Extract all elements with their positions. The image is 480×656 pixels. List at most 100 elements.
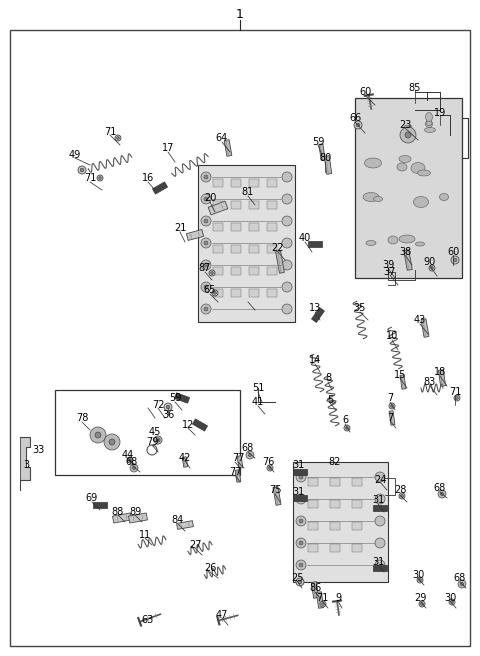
Ellipse shape bbox=[418, 170, 431, 176]
Circle shape bbox=[156, 438, 160, 442]
Circle shape bbox=[405, 132, 411, 138]
Circle shape bbox=[296, 578, 304, 586]
Polygon shape bbox=[186, 230, 204, 241]
Bar bbox=[55, 390, 240, 475]
Circle shape bbox=[375, 560, 385, 570]
Circle shape bbox=[320, 601, 326, 607]
Polygon shape bbox=[389, 411, 395, 425]
Bar bbox=[330, 500, 340, 508]
Circle shape bbox=[299, 497, 303, 501]
Bar bbox=[330, 478, 340, 486]
Ellipse shape bbox=[426, 121, 432, 125]
Text: 85: 85 bbox=[409, 83, 421, 93]
Text: 59: 59 bbox=[312, 137, 324, 147]
Bar bbox=[213, 289, 223, 297]
Ellipse shape bbox=[399, 235, 415, 243]
Circle shape bbox=[420, 603, 423, 605]
Text: 13: 13 bbox=[309, 303, 321, 313]
Circle shape bbox=[282, 282, 292, 292]
Text: 30: 30 bbox=[444, 593, 456, 603]
Text: 28: 28 bbox=[394, 485, 406, 495]
Bar bbox=[308, 544, 318, 552]
Bar bbox=[213, 179, 223, 187]
Circle shape bbox=[166, 405, 170, 409]
Circle shape bbox=[419, 601, 425, 607]
Text: 75: 75 bbox=[269, 485, 281, 495]
Bar bbox=[249, 289, 259, 297]
Text: 86: 86 bbox=[309, 583, 321, 593]
Circle shape bbox=[451, 601, 453, 604]
Text: 3: 3 bbox=[23, 460, 29, 470]
Polygon shape bbox=[421, 319, 429, 337]
Circle shape bbox=[267, 465, 273, 471]
Circle shape bbox=[201, 172, 211, 182]
Polygon shape bbox=[400, 375, 406, 389]
Bar bbox=[231, 223, 241, 231]
Circle shape bbox=[356, 123, 360, 127]
Circle shape bbox=[282, 216, 292, 226]
Text: 31: 31 bbox=[292, 487, 304, 497]
Circle shape bbox=[204, 307, 208, 311]
Bar bbox=[267, 223, 277, 231]
Bar bbox=[267, 267, 277, 275]
Ellipse shape bbox=[411, 163, 425, 173]
Text: 90: 90 bbox=[424, 257, 436, 267]
Ellipse shape bbox=[399, 155, 411, 163]
Circle shape bbox=[429, 265, 435, 271]
Polygon shape bbox=[324, 155, 332, 174]
Bar bbox=[308, 500, 318, 508]
Circle shape bbox=[282, 260, 292, 270]
Circle shape bbox=[164, 403, 172, 411]
Bar bbox=[231, 179, 241, 187]
Circle shape bbox=[129, 459, 132, 461]
Ellipse shape bbox=[425, 121, 432, 127]
Circle shape bbox=[117, 136, 120, 139]
Circle shape bbox=[211, 272, 213, 274]
Text: 12: 12 bbox=[182, 420, 194, 430]
Text: 20: 20 bbox=[204, 193, 216, 203]
Bar bbox=[231, 267, 241, 275]
Text: 69: 69 bbox=[86, 493, 98, 503]
Text: 31: 31 bbox=[292, 460, 304, 470]
Text: 36: 36 bbox=[162, 410, 174, 420]
Text: 30: 30 bbox=[412, 570, 424, 580]
Circle shape bbox=[104, 434, 120, 450]
Circle shape bbox=[95, 432, 101, 438]
Polygon shape bbox=[273, 487, 281, 505]
Circle shape bbox=[389, 403, 395, 409]
Text: 15: 15 bbox=[394, 370, 406, 380]
Text: 39: 39 bbox=[382, 260, 394, 270]
Text: 80: 80 bbox=[319, 153, 331, 163]
Text: 71: 71 bbox=[84, 173, 96, 183]
Text: 77: 77 bbox=[232, 453, 244, 463]
Circle shape bbox=[130, 464, 138, 472]
Bar bbox=[352, 544, 362, 552]
Bar bbox=[267, 289, 277, 297]
Bar bbox=[330, 522, 340, 530]
Circle shape bbox=[209, 270, 215, 276]
Text: 68: 68 bbox=[242, 443, 254, 453]
Ellipse shape bbox=[416, 242, 424, 246]
Bar bbox=[267, 179, 277, 187]
Text: 79: 79 bbox=[146, 437, 158, 447]
Text: 10: 10 bbox=[386, 331, 398, 341]
Bar bbox=[352, 500, 362, 508]
Polygon shape bbox=[312, 308, 324, 323]
Ellipse shape bbox=[366, 241, 376, 245]
Circle shape bbox=[157, 439, 159, 441]
Ellipse shape bbox=[404, 125, 412, 129]
Bar bbox=[231, 289, 241, 297]
Circle shape bbox=[453, 258, 457, 262]
Circle shape bbox=[90, 427, 106, 443]
Text: 82: 82 bbox=[329, 457, 341, 467]
Circle shape bbox=[299, 475, 303, 479]
Bar bbox=[267, 245, 277, 253]
Polygon shape bbox=[319, 144, 325, 160]
Circle shape bbox=[375, 472, 385, 482]
Text: 27: 27 bbox=[189, 540, 201, 550]
Text: 21: 21 bbox=[174, 223, 186, 233]
Text: 31: 31 bbox=[372, 557, 384, 567]
Circle shape bbox=[109, 439, 115, 445]
Circle shape bbox=[296, 538, 306, 548]
Circle shape bbox=[204, 175, 208, 179]
